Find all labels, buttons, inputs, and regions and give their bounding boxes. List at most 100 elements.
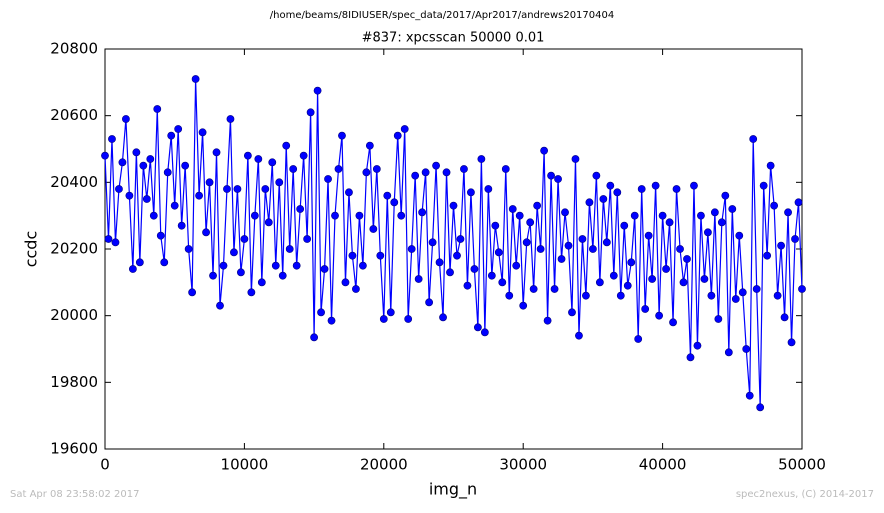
data-point [108, 135, 116, 143]
x-tick-label: 10000 [221, 456, 269, 474]
data-point [606, 181, 615, 190]
data-point [313, 86, 322, 95]
data-point [233, 185, 242, 193]
data-point [376, 251, 385, 260]
data-point [177, 221, 186, 230]
data-point [446, 268, 454, 277]
data-point [554, 175, 562, 183]
data-point [697, 211, 705, 220]
data-point [467, 188, 475, 197]
data-point [327, 316, 336, 325]
data-point [160, 258, 169, 267]
data-point [480, 328, 489, 337]
data-point [686, 353, 695, 362]
data-point [470, 265, 479, 273]
data-point [710, 208, 719, 217]
data-point [655, 311, 664, 320]
data-point [641, 305, 650, 313]
data-point [132, 148, 141, 157]
data-point [275, 178, 284, 187]
data-point [508, 205, 517, 213]
data-point [146, 155, 155, 163]
data-point [226, 115, 235, 123]
data-point [602, 238, 611, 247]
data-point [494, 248, 503, 257]
x-tick-label: 40000 [639, 456, 687, 474]
data-point [289, 165, 298, 173]
data-point [515, 211, 524, 220]
data-point [407, 245, 416, 253]
data-point [428, 238, 437, 247]
data-point [170, 201, 179, 210]
data-point [575, 331, 583, 340]
data-point [348, 251, 357, 260]
data-point [418, 208, 427, 217]
data-point [613, 188, 622, 197]
data-point [773, 291, 782, 300]
data-point [759, 181, 768, 190]
data-point [648, 275, 657, 283]
data-point [411, 171, 420, 180]
data-point [310, 333, 318, 342]
data-point [714, 315, 723, 323]
data-point [268, 158, 277, 167]
data-point [456, 235, 465, 243]
data-point [299, 151, 308, 160]
data-point [592, 171, 601, 180]
data-point [317, 308, 325, 317]
data-point [355, 211, 364, 220]
data-point [717, 218, 726, 227]
data-point [118, 158, 127, 167]
data-point [439, 313, 447, 322]
data-point [564, 241, 573, 250]
data-point [473, 323, 482, 332]
data-point [292, 261, 301, 270]
x-tick-label: 30000 [499, 456, 547, 474]
data-point [672, 185, 681, 193]
data-point [435, 258, 444, 267]
y-tick-label: 20800 [50, 40, 98, 58]
data-point [623, 281, 632, 290]
data-point [324, 175, 332, 183]
data-point [205, 178, 214, 187]
data-point [529, 285, 538, 293]
data-point [491, 221, 500, 230]
data-point [728, 205, 737, 213]
data-point [745, 391, 754, 400]
data-point [101, 151, 109, 160]
data-point [487, 271, 496, 280]
data-point [724, 348, 733, 357]
data-point [369, 225, 378, 233]
data-point [550, 285, 559, 293]
data-point [254, 155, 263, 163]
data-point [139, 161, 148, 170]
data-point [620, 221, 629, 230]
y-tick-label: 20600 [50, 106, 98, 124]
data-point [149, 211, 158, 220]
data-point [135, 258, 144, 267]
data-point [320, 265, 329, 273]
data-point [756, 403, 765, 412]
data-point [184, 245, 193, 253]
data-point [460, 165, 468, 173]
data-point [142, 195, 151, 203]
data-point [571, 155, 580, 163]
data-point [453, 251, 461, 260]
x-axis-label: img_n [429, 480, 477, 500]
y-tick-label: 20200 [50, 240, 98, 258]
data-point [693, 341, 702, 350]
data-point [704, 228, 712, 237]
data-point [421, 168, 430, 177]
y-tick-label: 20400 [50, 173, 98, 191]
data-point [400, 125, 409, 133]
y-axis-label: ccdc [22, 231, 41, 268]
data-point [784, 208, 792, 217]
data-point [616, 291, 625, 300]
x-tick-label: 50000 [778, 456, 826, 474]
data-point [358, 261, 367, 270]
data-point [432, 161, 440, 170]
data-point [195, 191, 203, 200]
data-point [533, 201, 542, 210]
data-point [484, 185, 493, 193]
